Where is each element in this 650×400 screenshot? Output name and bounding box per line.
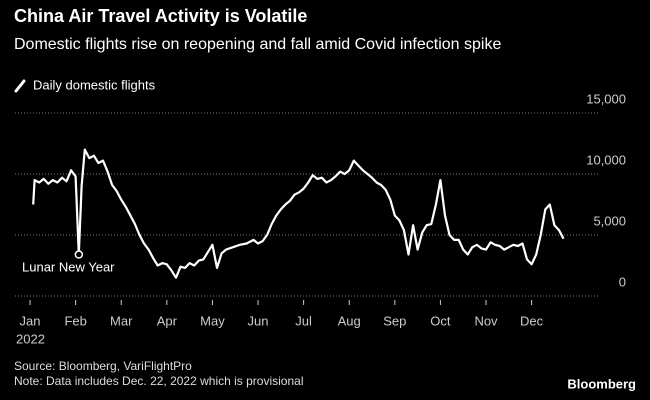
x-tick-label: Dec — [520, 313, 544, 328]
x-tick-label: Jun — [248, 313, 269, 328]
x-tick-label: Mar — [110, 313, 133, 328]
line — [32, 148, 565, 279]
source: Source: Bloomberg, VariFlightPro — [14, 359, 192, 373]
x-tick-label: May — [200, 313, 225, 328]
x-tick-label: Jan — [20, 313, 41, 328]
annotation-marker — [74, 250, 84, 259]
x-tick-label: Nov — [474, 313, 498, 328]
x-tick-label: Sep — [383, 313, 406, 328]
x-tick-label: Oct — [430, 313, 451, 328]
x-tick-label: Aug — [338, 313, 361, 328]
legend-label: Daily domestic flights — [33, 77, 156, 92]
chart-title: China Air Travel Activity is Volatile — [14, 6, 307, 26]
note: Note: Data includes Dec. 22, 2022 which … — [14, 374, 304, 388]
y-tick-label: 15,000 — [586, 91, 626, 106]
y-tick-label: 5,000 — [593, 213, 626, 228]
annotation: Lunar New Year — [22, 259, 115, 274]
chart-subtitle: Domestic flights rise on reopening and f… — [14, 36, 501, 53]
legend-swatch — [14, 79, 26, 93]
year-label: 2022 — [16, 331, 45, 346]
x-tick-label: Apr — [157, 313, 178, 328]
y-tick-label: 10,000 — [586, 152, 626, 167]
y-tick-label: 0 — [619, 274, 626, 289]
x-tick-label: Feb — [64, 313, 86, 328]
x-tick-label: Jul — [295, 313, 312, 328]
brand: Bloomberg — [567, 376, 636, 391]
